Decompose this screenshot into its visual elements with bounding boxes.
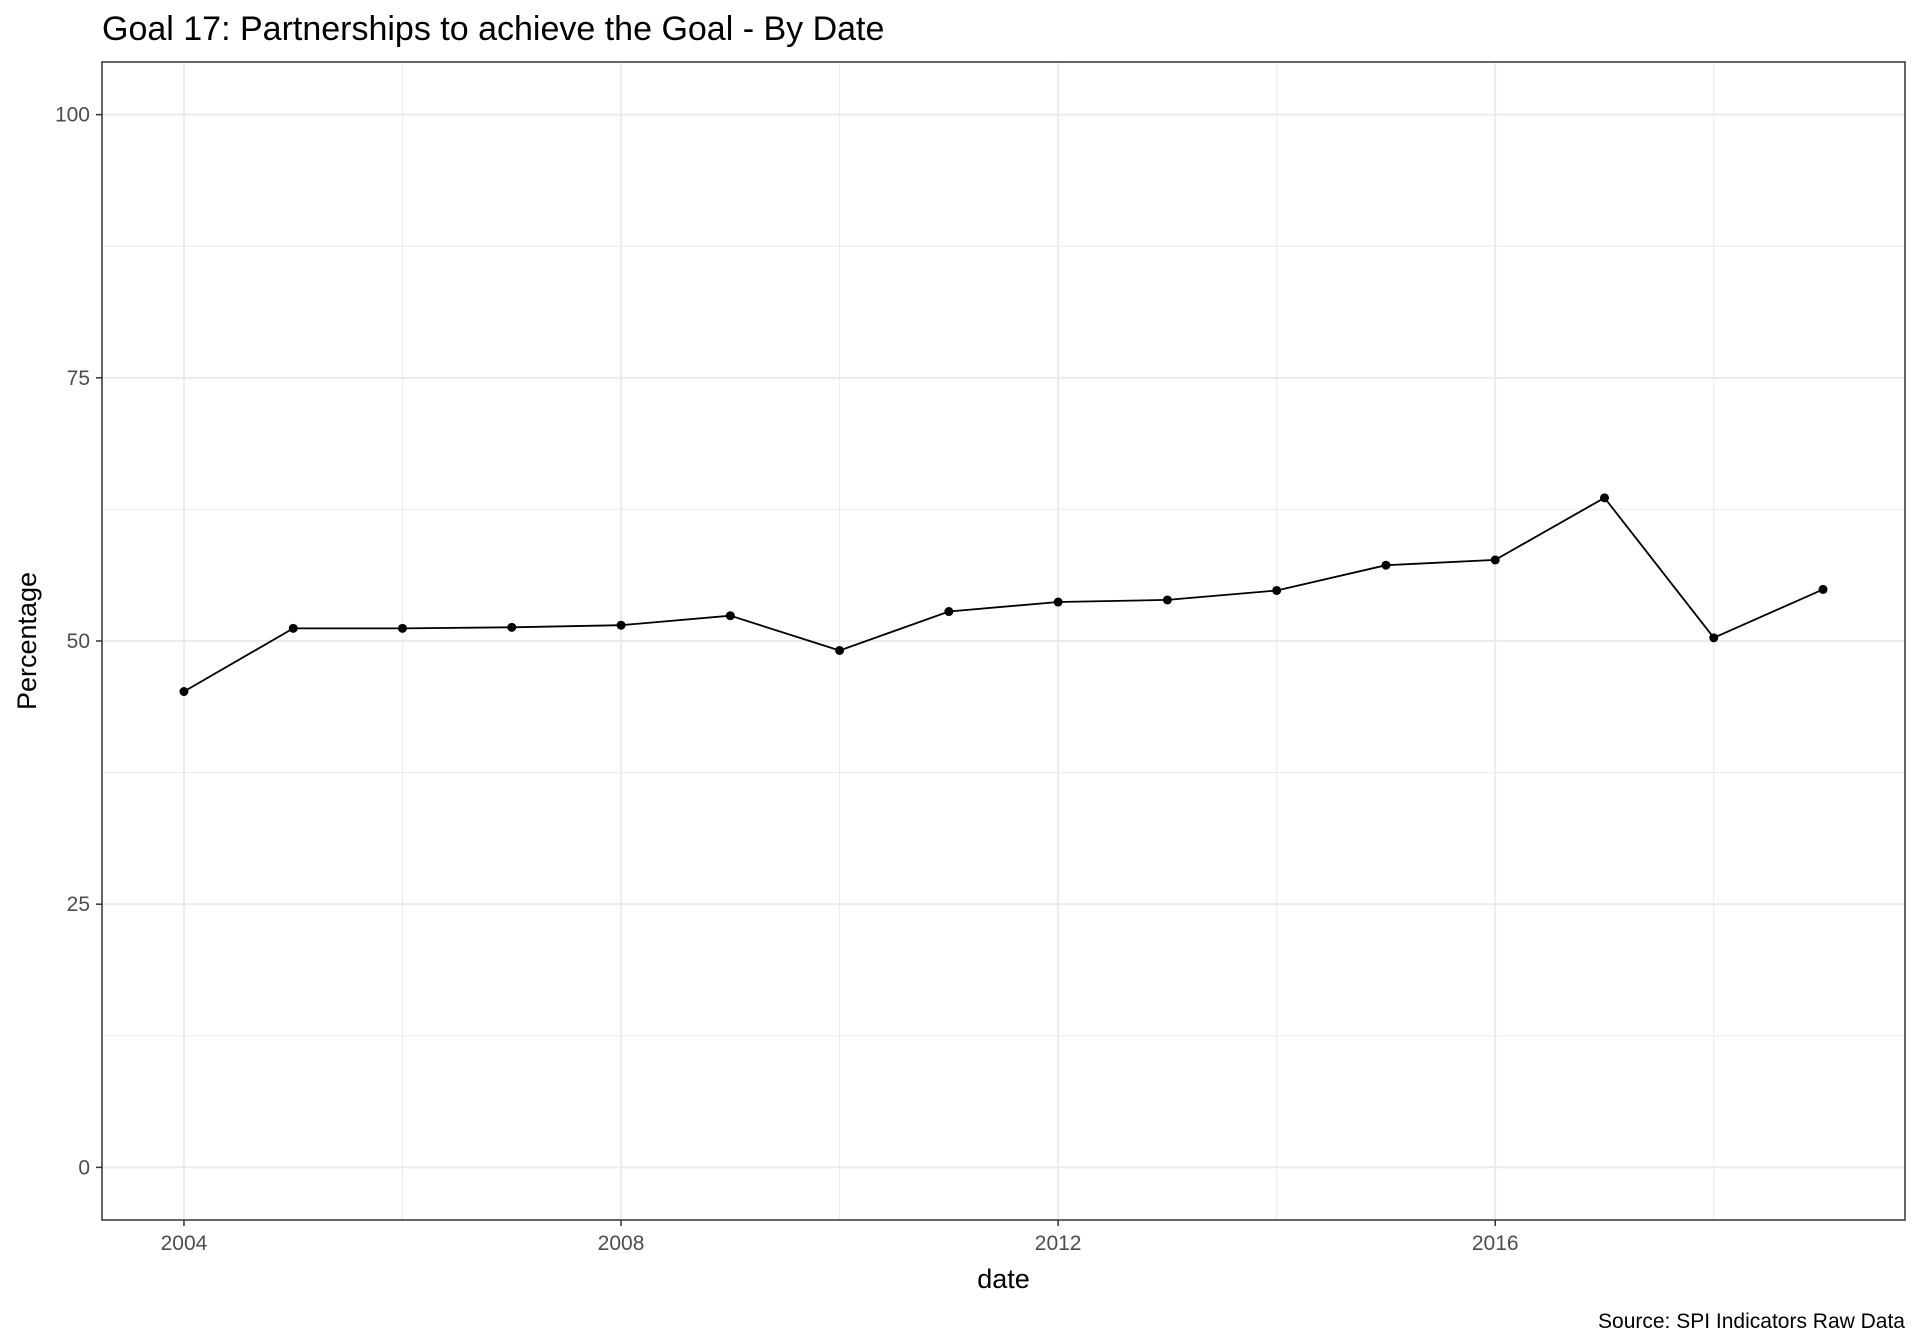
- data-point: [1709, 633, 1719, 643]
- data-point: [398, 623, 407, 633]
- x-tick-label: 2004: [161, 1232, 208, 1255]
- data-point: [1490, 555, 1500, 565]
- data-point: [1053, 597, 1063, 607]
- y-tick-label: 50: [67, 630, 90, 653]
- y-tick-label: 0: [78, 1156, 90, 1179]
- series-line: [183, 496, 1824, 693]
- data-point: [1272, 585, 1282, 595]
- data-point: [288, 623, 298, 633]
- y-axis-title: Percentage: [12, 572, 42, 710]
- data-point: [1600, 493, 1609, 503]
- y-tick-label: 75: [67, 367, 90, 390]
- data-point: [944, 607, 954, 617]
- axis-ticks: 0 25 50 75 100 2004 2008 2012 2016: [55, 104, 1519, 1255]
- y-tick-label: 25: [67, 893, 90, 916]
- chart-caption: Source: SPI Indicators Raw Data: [1598, 1310, 1905, 1333]
- x-tick-label: 2016: [1472, 1232, 1519, 1255]
- data-point: [616, 620, 626, 630]
- gridlines: [102, 62, 1905, 1220]
- series-layer: [179, 493, 1828, 697]
- data-point: [179, 687, 189, 697]
- data-point: [835, 645, 845, 655]
- x-axis-title: date: [977, 1264, 1030, 1294]
- data-point: [1381, 560, 1391, 570]
- data-point: [725, 611, 735, 621]
- x-tick-label: 2012: [1035, 1232, 1082, 1255]
- y-tick-label: 100: [55, 104, 90, 127]
- data-point: [507, 622, 517, 632]
- chart-title: Goal 17: Partnerships to achieve the Goa…: [102, 10, 884, 48]
- data-point: [1162, 595, 1172, 605]
- x-tick-label: 2008: [598, 1232, 645, 1255]
- data-point: [1818, 584, 1828, 594]
